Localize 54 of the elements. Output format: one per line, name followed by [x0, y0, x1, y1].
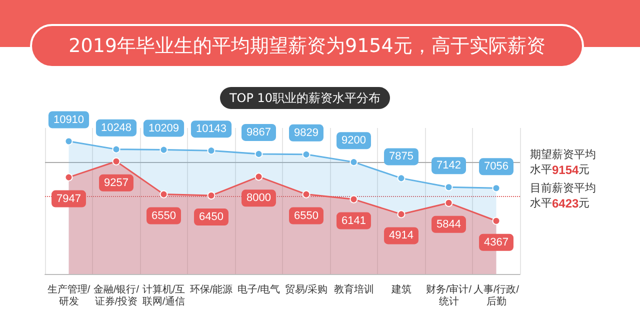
data-label: 7142 [436, 160, 461, 172]
ref-line-label: 期望薪资平均水平9154元 [530, 148, 596, 178]
data-label: 4914 [389, 230, 414, 242]
chart-title: 2019年毕业生的平均期望薪资为9154元，高于实际薪资 [30, 24, 584, 68]
data-label: 6450 [199, 211, 224, 224]
data-label: 6550 [152, 210, 176, 222]
ref-line-label: 目前薪资平均水平6423元 [530, 181, 596, 210]
x-tick-label: 贸易/采购 [284, 284, 328, 296]
point [112, 157, 120, 166]
point [397, 210, 406, 218]
point [444, 198, 453, 207]
data-label: 10143 [196, 123, 227, 136]
data-label: 7875 [389, 150, 414, 163]
point [302, 190, 310, 198]
data-label: 5844 [436, 218, 461, 230]
point [302, 150, 310, 158]
point [492, 184, 500, 192]
point [64, 173, 73, 182]
data-label: 10910 [53, 114, 84, 126]
x-tick-label: 人事/行政/后勤 [473, 284, 520, 308]
data-label: 4367 [484, 236, 508, 248]
data-label: 7056 [484, 160, 508, 173]
x-tick-label: 环保/能源 [190, 284, 233, 296]
data-label: 9867 [246, 126, 271, 138]
data-label: 8000 [246, 192, 271, 204]
point [492, 216, 500, 225]
data-label: 10248 [100, 122, 132, 134]
data-label: 9257 [104, 176, 128, 189]
point [207, 192, 216, 200]
data-label: 9200 [342, 134, 366, 147]
point [207, 146, 216, 155]
point [112, 145, 120, 154]
point [64, 137, 73, 146]
point [160, 146, 168, 154]
data-label: 7947 [56, 192, 81, 205]
point [254, 172, 263, 181]
x-tick-label: 电子/电气 [237, 284, 280, 296]
x-tick-label: 生产管理/研发 [47, 284, 90, 308]
data-label: 6141 [342, 214, 366, 227]
x-tick-label: 计算机/互联网/通信 [142, 284, 186, 308]
chart-subtitle: TOP 10职业的薪资水平分布 [220, 87, 390, 109]
x-tick-label: 建筑 [390, 284, 412, 296]
point [444, 183, 453, 192]
point [350, 195, 358, 204]
point [350, 158, 358, 166]
x-tick-label: 教育培训 [334, 284, 374, 296]
data-label: 6550 [294, 210, 318, 222]
point [254, 150, 263, 158]
data-label: 9829 [294, 126, 318, 139]
x-tick-label: 金融/银行/证券/投资 [93, 284, 140, 308]
data-label: 10209 [148, 122, 180, 134]
point [160, 190, 168, 198]
x-tick-label: 财务/审计/统计 [426, 284, 472, 308]
point [397, 174, 406, 182]
